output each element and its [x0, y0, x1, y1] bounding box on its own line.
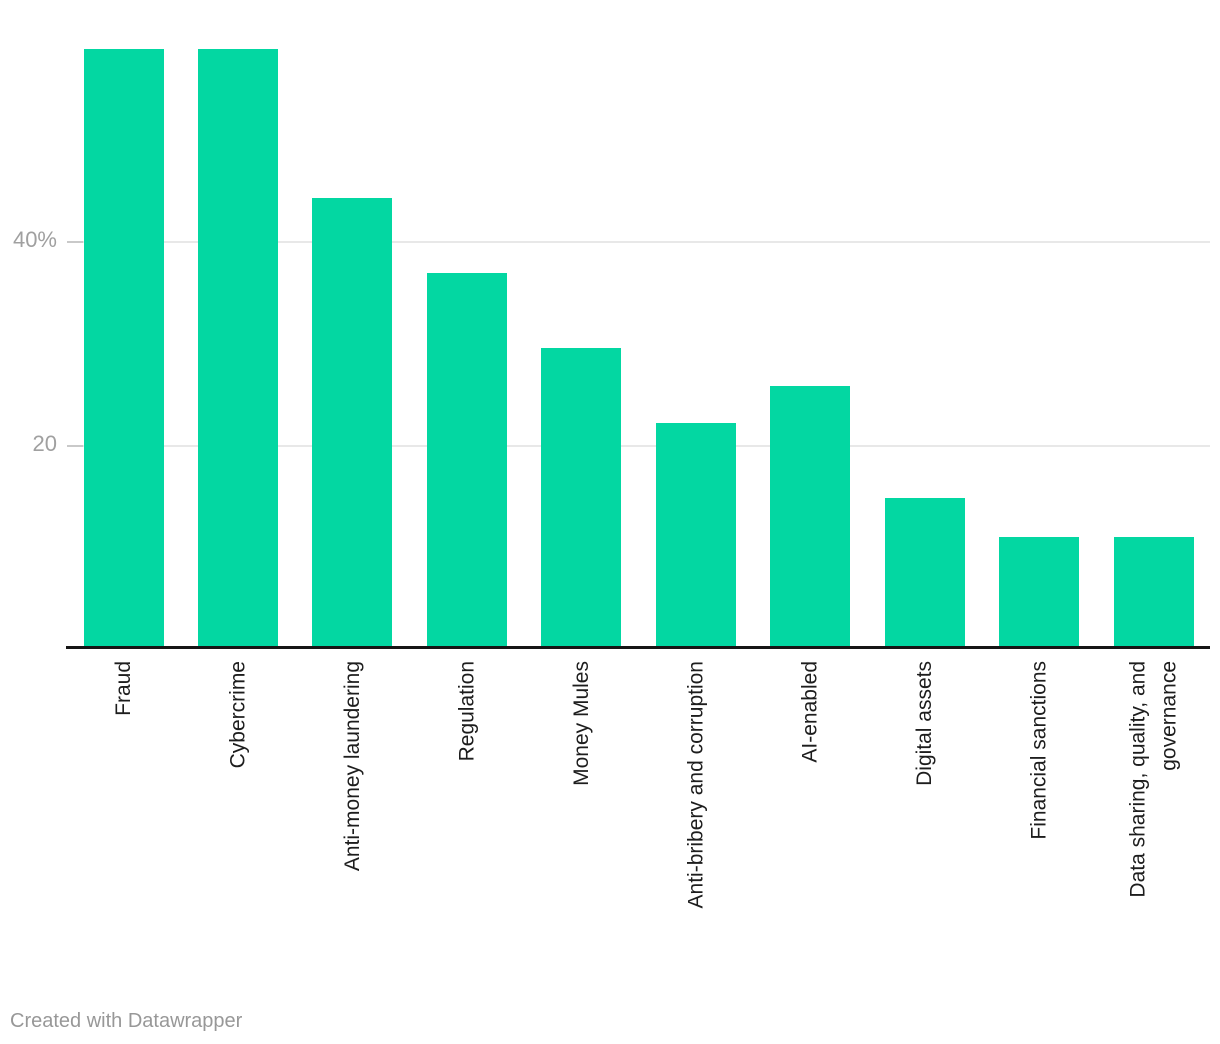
category-label: AI-enabled [798, 661, 822, 763]
y-axis-tick-label: 40% [12, 227, 57, 253]
bar [541, 347, 622, 649]
category-label: Cybercrime [226, 661, 250, 769]
category-label: Fraud [112, 661, 135, 716]
y-gridline [67, 241, 1210, 244]
bar [884, 498, 965, 649]
category-label: Regulation [455, 661, 479, 762]
bar [999, 537, 1080, 649]
y-axis-tick [67, 444, 83, 447]
category-label: Anti-money laundering [340, 661, 364, 872]
bar [312, 198, 393, 649]
bar [426, 272, 507, 649]
category-label: Money Mules [569, 661, 593, 786]
category-label: Data sharing, quality, and governance [1126, 661, 1181, 898]
y-axis-tick-label: 20 [32, 430, 57, 456]
bar [83, 48, 164, 649]
bar [197, 48, 278, 649]
category-label: Digital assets [913, 661, 937, 786]
category-label: Anti-bribery and corruption [684, 661, 708, 909]
bar [770, 385, 851, 649]
y-gridline [67, 444, 1210, 447]
datawrapper-credit[interactable]: Created with Datawrapper [10, 1010, 243, 1032]
bar [655, 423, 736, 649]
x-axis-line [66, 646, 1210, 649]
y-axis-tick [67, 241, 83, 244]
category-label: Financial sanctions [1027, 661, 1051, 840]
plot-area: 20 40% Fraud Cybercrime Anti-money launderi… [12, 48, 1210, 909]
bar [1113, 537, 1194, 649]
